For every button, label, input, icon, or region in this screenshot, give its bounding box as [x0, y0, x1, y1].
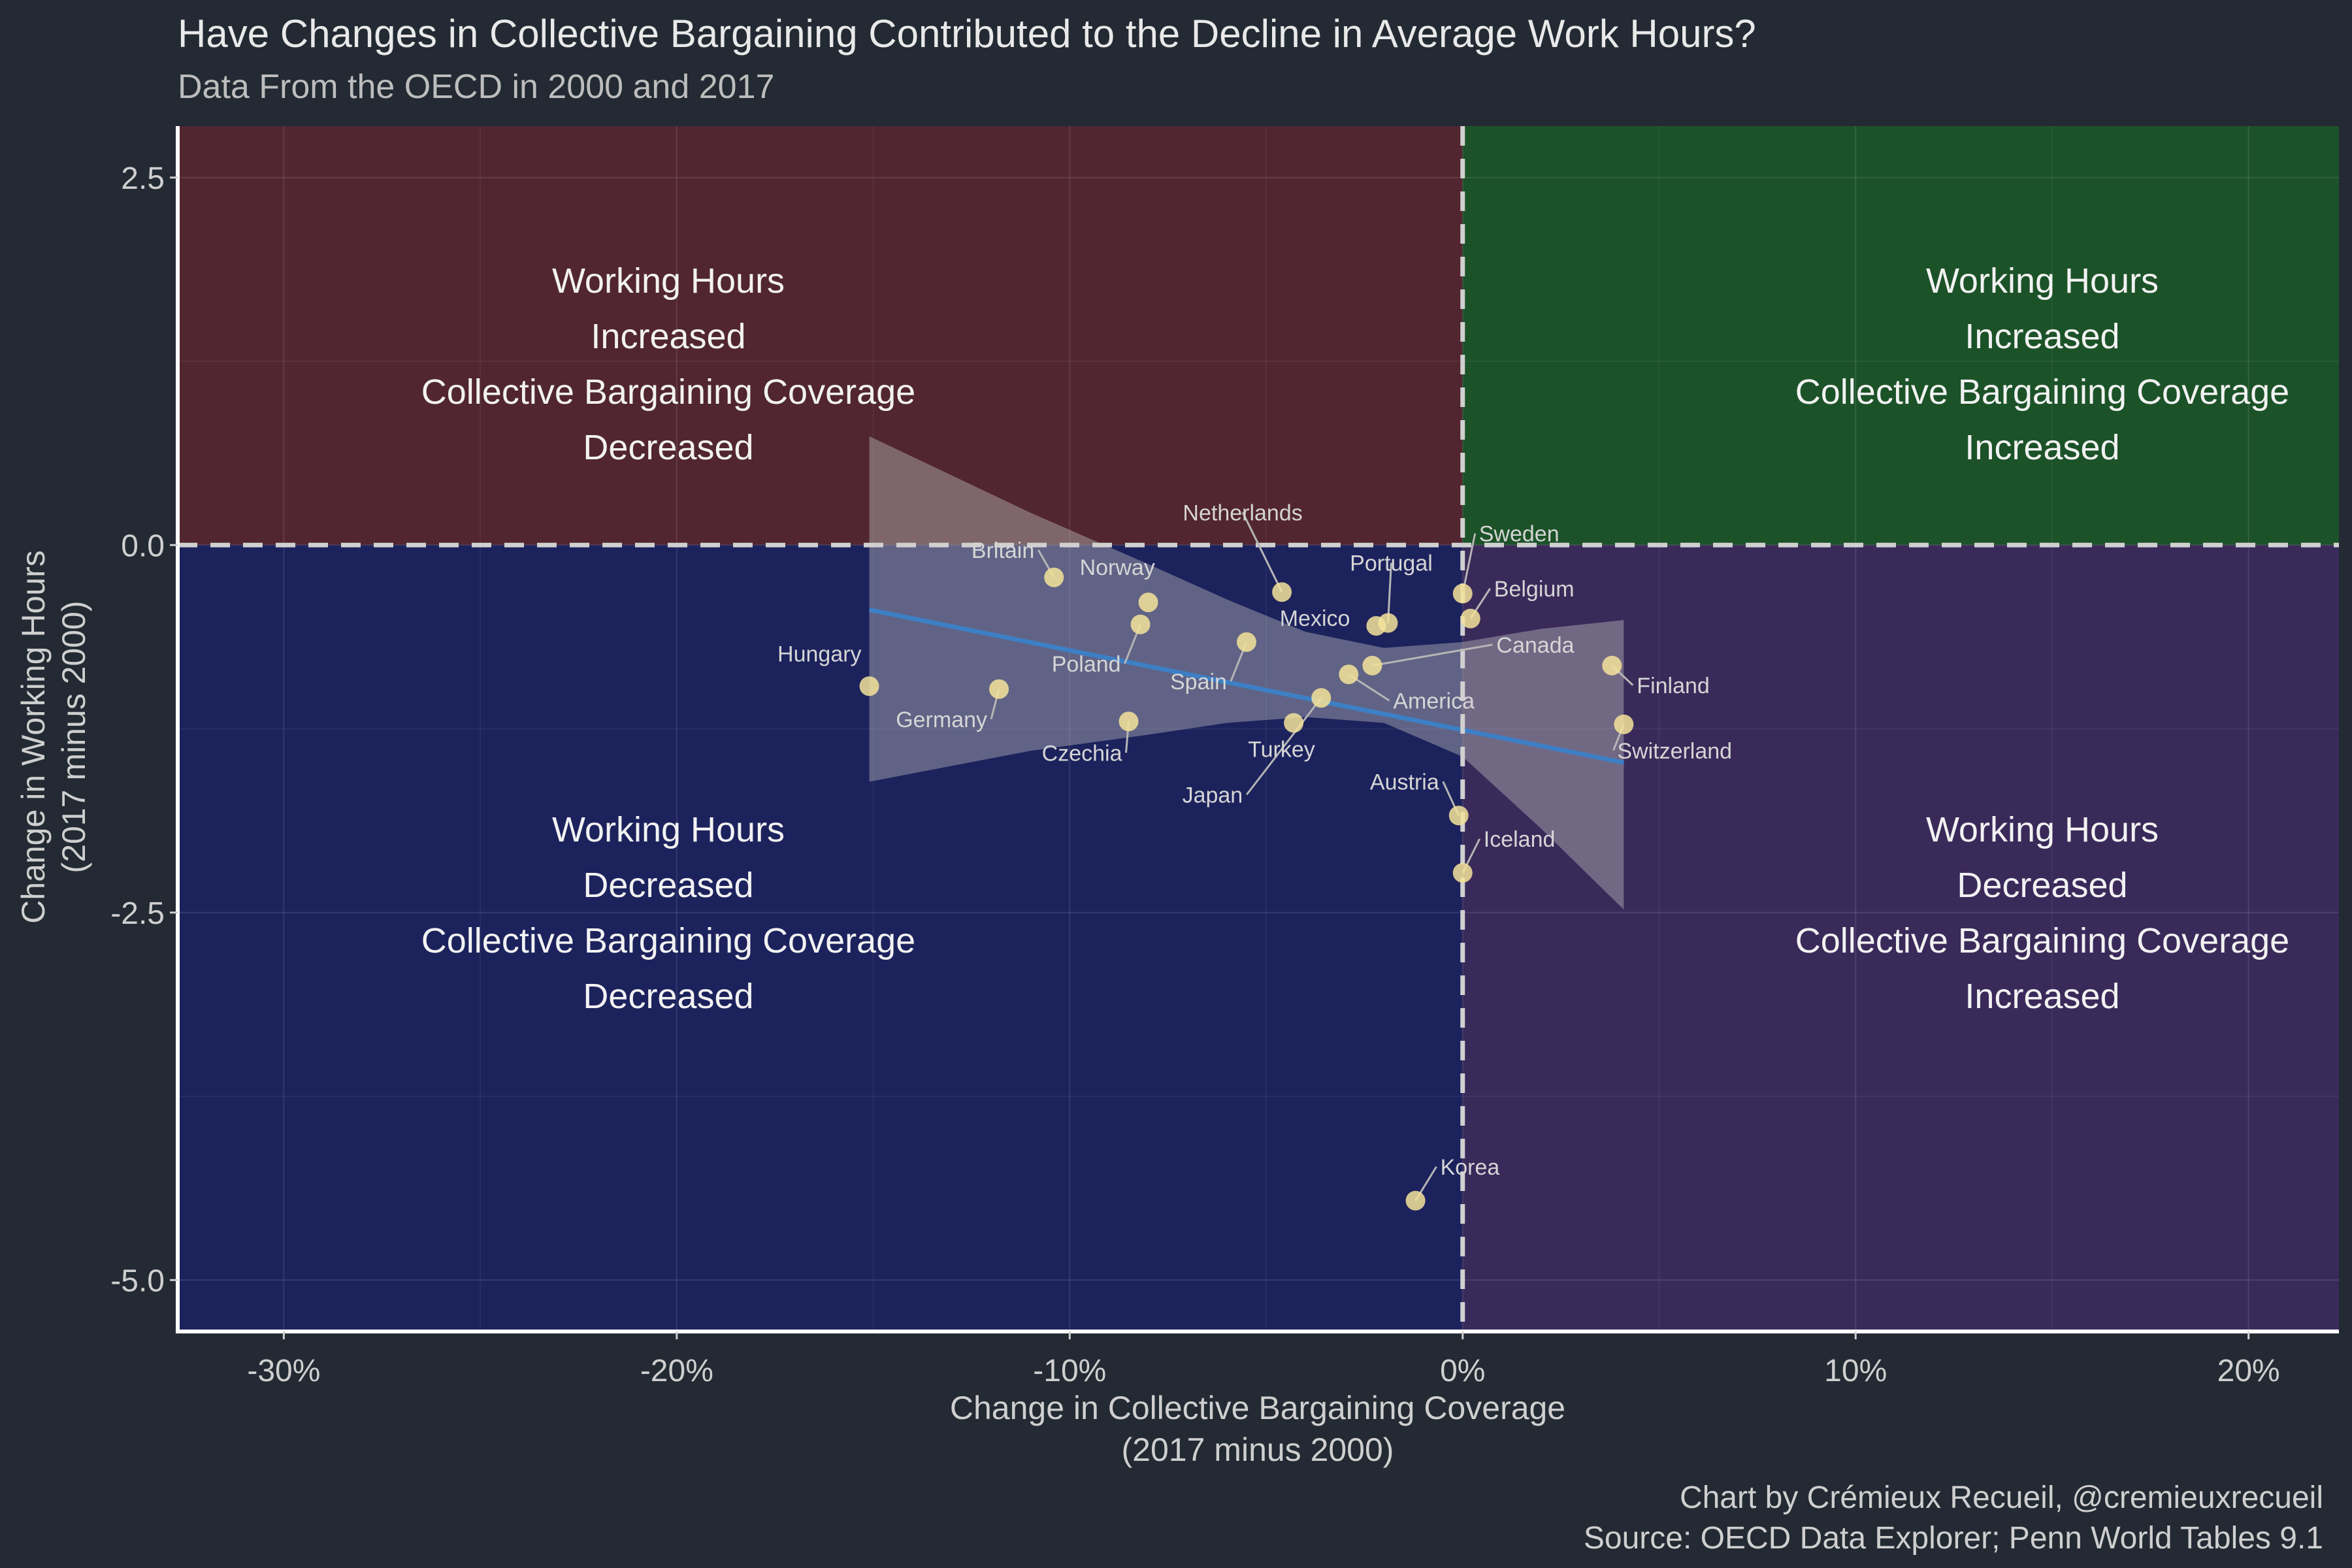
point-label-portugal: Portugal — [1350, 551, 1433, 576]
quadrant-label-top-left-line3: Collective Bargaining Coverage — [421, 372, 915, 412]
confidence-band — [869, 436, 1624, 910]
quadrant-label-bottom-left-line1: Working Hours — [552, 810, 785, 849]
quadrant-label-bottom-right-line1: Working Hours — [1926, 810, 2159, 849]
point-turkey — [1284, 713, 1304, 733]
point-norway — [1138, 593, 1158, 612]
point-label-america: America — [1393, 689, 1475, 713]
quadrant-label-top-right-line1: Working Hours — [1926, 261, 2159, 301]
y-tick-label: 0.0 — [121, 529, 165, 563]
point-label-iceland: Iceland — [1484, 827, 1556, 852]
point-spain — [1236, 632, 1256, 652]
quadrant-bottom-left — [178, 545, 1463, 1331]
x-axis-label-line1: Change in Collective Bargaining Coverage — [950, 1390, 1565, 1426]
point-label-sweden: Sweden — [1479, 522, 1560, 547]
point-switzerland — [1614, 714, 1634, 734]
point-label-mexico: Mexico — [1280, 606, 1350, 631]
point-label-hungary: Hungary — [777, 642, 862, 666]
point-austria — [1448, 806, 1469, 826]
point-poland — [1130, 614, 1151, 634]
point-japan — [1311, 688, 1331, 708]
x-axis-label-line2: (2017 minus 2000) — [1122, 1431, 1394, 1468]
x-tick-label: 0% — [1440, 1354, 1485, 1388]
trend-line-layer — [868, 607, 1625, 765]
point-label-austria: Austria — [1370, 770, 1439, 794]
quadrant-label-bottom-right-line4: Increased — [1965, 977, 2119, 1016]
confidence-band-layer — [869, 436, 1624, 910]
x-tick-label: -10% — [1033, 1354, 1106, 1388]
point-label-netherlands: Netherlands — [1183, 500, 1302, 525]
point-korea — [1405, 1190, 1426, 1211]
chart-title: Have Changes in Collective Bargaining Co… — [178, 12, 1756, 56]
point-label-germany: Germany — [896, 708, 987, 732]
point-germany — [989, 679, 1009, 699]
point-iceland — [1452, 863, 1473, 883]
y-axis-label-line2: (2017 minus 2000) — [56, 601, 92, 874]
point-finland — [1602, 655, 1622, 676]
point-canada — [1362, 655, 1382, 676]
point-label-switzerland: Switzerland — [1617, 739, 1732, 764]
point-america — [1339, 664, 1359, 685]
axes — [176, 126, 2339, 1333]
leader-line-japan — [1246, 697, 1322, 796]
quadrant-backgrounds — [178, 126, 2339, 1331]
caption-credit: Chart by Crémieux Recueil, @cremieuxrecu… — [1680, 1480, 2323, 1515]
quadrant-label-top-right-line4: Increased — [1965, 428, 2119, 467]
quadrant-label-bottom-right-line2: Decreased — [1957, 866, 2127, 905]
point-label-czechia: Czechia — [1042, 741, 1122, 766]
caption-source: Source: OECD Data Explorer; Penn World T… — [1584, 1521, 2323, 1556]
point-labels: Hungary Germany Britain Norway Poland Czechia… — [777, 500, 1732, 1180]
point-label-britain: Britain — [972, 538, 1034, 563]
y-tick-label: -2.5 — [110, 896, 165, 931]
chart-subtitle: Data From the OECD in 2000 and 2017 — [178, 68, 774, 106]
leader-line-canada — [1372, 644, 1493, 667]
point-hungary — [859, 676, 879, 696]
point-belgium — [1460, 608, 1480, 629]
point-label-korea: Korea — [1441, 1155, 1500, 1180]
point-label-turkey: Turkey — [1248, 738, 1315, 762]
x-tick-label: -30% — [247, 1354, 320, 1388]
point-label-finland: Finland — [1637, 674, 1710, 698]
point-label-belgium: Belgium — [1494, 577, 1575, 602]
y-tick-label: 2.5 — [121, 161, 165, 196]
x-tick-labels: -30% -20% -10% 0% 10% 20% — [247, 1331, 2280, 1388]
data-points — [859, 567, 1634, 1211]
leader-line-netherlands — [1241, 512, 1283, 593]
point-label-norway: Norway — [1080, 555, 1155, 580]
trend-line — [868, 607, 1625, 765]
x-tick-label: -20% — [640, 1354, 713, 1388]
x-tick-label: 10% — [1824, 1354, 1887, 1388]
point-label-canada: Canada — [1496, 633, 1574, 658]
y-axis-label-line1: Change in Working Hours — [15, 550, 52, 924]
quadrant-label-bottom-right-line3: Collective Bargaining Coverage — [1795, 921, 2289, 960]
y-tick-labels: 2.5 0.0 -2.5 -5.0 — [110, 161, 178, 1298]
quadrant-bottom-right — [1462, 545, 2339, 1331]
point-label-japan: Japan — [1183, 783, 1243, 808]
quadrant-label-top-right-line3: Collective Bargaining Coverage — [1795, 372, 2289, 412]
quadrant-top-left — [178, 126, 1463, 546]
quadrant-label-bottom-left-line2: Decreased — [583, 866, 753, 905]
quadrant-label-top-left-line4: Decreased — [583, 428, 753, 467]
point-sweden — [1452, 583, 1473, 604]
quadrant-label-top-left-line1: Working Hours — [552, 261, 785, 301]
point-netherlands — [1272, 582, 1292, 602]
leader-line-sweden — [1462, 533, 1477, 594]
leader-line-portugal — [1386, 563, 1392, 623]
point-label-spain: Spain — [1170, 670, 1227, 694]
point-portugal — [1378, 613, 1398, 633]
y-tick-label: -5.0 — [110, 1264, 165, 1298]
point-czechia — [1119, 711, 1139, 732]
x-tick-label: 20% — [2217, 1354, 2280, 1388]
quadrant-labels: Working Hours Increased Collective Bargain… — [421, 261, 2289, 1016]
quadrant-label-top-left-line2: Increased — [591, 317, 745, 356]
quadrant-top-right — [1462, 126, 2339, 546]
quadrant-label-bottom-left-line4: Decreased — [583, 977, 753, 1016]
point-britain — [1044, 567, 1064, 587]
point-label-poland: Poland — [1052, 652, 1121, 677]
quadrant-label-bottom-left-line3: Collective Bargaining Coverage — [421, 921, 915, 960]
quadrant-label-top-right-line2: Increased — [1965, 317, 2119, 356]
